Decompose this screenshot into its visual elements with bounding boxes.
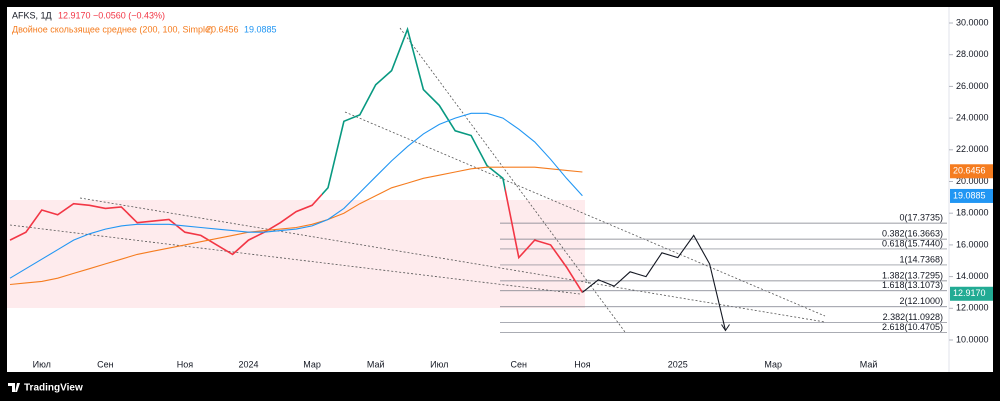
y-tick-label: 18.0000: [956, 208, 989, 218]
ma-slow-badge: [950, 164, 993, 179]
change: −0.0560 (−0.43%): [93, 10, 165, 20]
y-tick-label: 14.0000: [956, 271, 989, 281]
x-tick-label: Ноя: [177, 359, 194, 369]
fib-label: 0.618(15.7440): [882, 238, 943, 248]
ma-fast-value: 19.0885: [244, 24, 277, 34]
fib-label: 2(12.1000): [899, 296, 943, 306]
x-tick-label: Мар: [764, 359, 782, 369]
last-price-badge: [950, 286, 993, 301]
y-tick-label: 16.0000: [956, 239, 989, 249]
loss-zone: [7, 200, 585, 308]
x-tick-label: 2025: [668, 359, 688, 369]
x-tick-label: Июл: [33, 359, 51, 369]
logo: [8, 383, 20, 392]
ma-slow-value: 20.6456: [206, 24, 239, 34]
y-tick-label: 22.0000: [956, 144, 989, 154]
plot-area: [7, 7, 993, 372]
fib-label: 2.618(10.4705): [882, 322, 943, 332]
x-tick-label: Сен: [511, 359, 528, 369]
fib-label: 1(14.7368): [899, 254, 943, 264]
footer: [0, 373, 1000, 401]
ticker: AFKS, 1Д: [12, 10, 52, 20]
fib-label: 2.382(11.0928): [883, 312, 943, 322]
fib-label: 1.382(13.7295): [882, 270, 943, 280]
brand[interactable]: TradingView: [24, 383, 83, 394]
x-tick-label: Ноя: [574, 359, 591, 369]
arrow-head: [721, 324, 730, 332]
moving-average: [9, 166, 583, 286]
moving-average: [9, 112, 583, 279]
x-tick-label: Май: [860, 359, 878, 369]
y-tick-label: 26.0000: [956, 81, 989, 91]
price-line: [9, 26, 584, 293]
ma-fast-badge-label: 19.0885: [953, 190, 986, 200]
trend-line: [344, 111, 826, 317]
trend-line: [399, 27, 626, 333]
trend-line: [79, 197, 826, 323]
y-tick-label: 30.0000: [956, 17, 989, 27]
y-tick-label: 24.0000: [956, 112, 989, 122]
fib-label: 1.618(13.1073): [882, 280, 943, 290]
x-tick-label: Сен: [97, 359, 114, 369]
indicator: Двойное скользящее среднее (200, 100, Si…: [12, 24, 213, 34]
x-tick-label: Июл: [430, 359, 448, 369]
ma-fast-badge: [950, 188, 993, 203]
y-tick-label: 28.0000: [956, 49, 989, 59]
ma-slow-badge-label: 20.6456: [953, 166, 986, 176]
x-tick-label: Мар: [303, 359, 321, 369]
last-price: 12.9170: [58, 10, 91, 20]
x-tick-label: Май: [367, 359, 385, 369]
fib-label: 0(17.3735): [899, 213, 943, 223]
x-tick-label: 2024: [238, 359, 258, 369]
forecast-line: [582, 234, 727, 331]
last-price-badge-label: 12.9170: [953, 288, 986, 298]
y-tick-label: 20.0000: [956, 176, 989, 186]
y-tick-label: 10.0000: [956, 334, 989, 344]
fib-label: 0.382(16.3663): [882, 228, 943, 238]
y-tick-label: 12.0000: [956, 303, 989, 313]
trend-lines: [9, 27, 826, 333]
